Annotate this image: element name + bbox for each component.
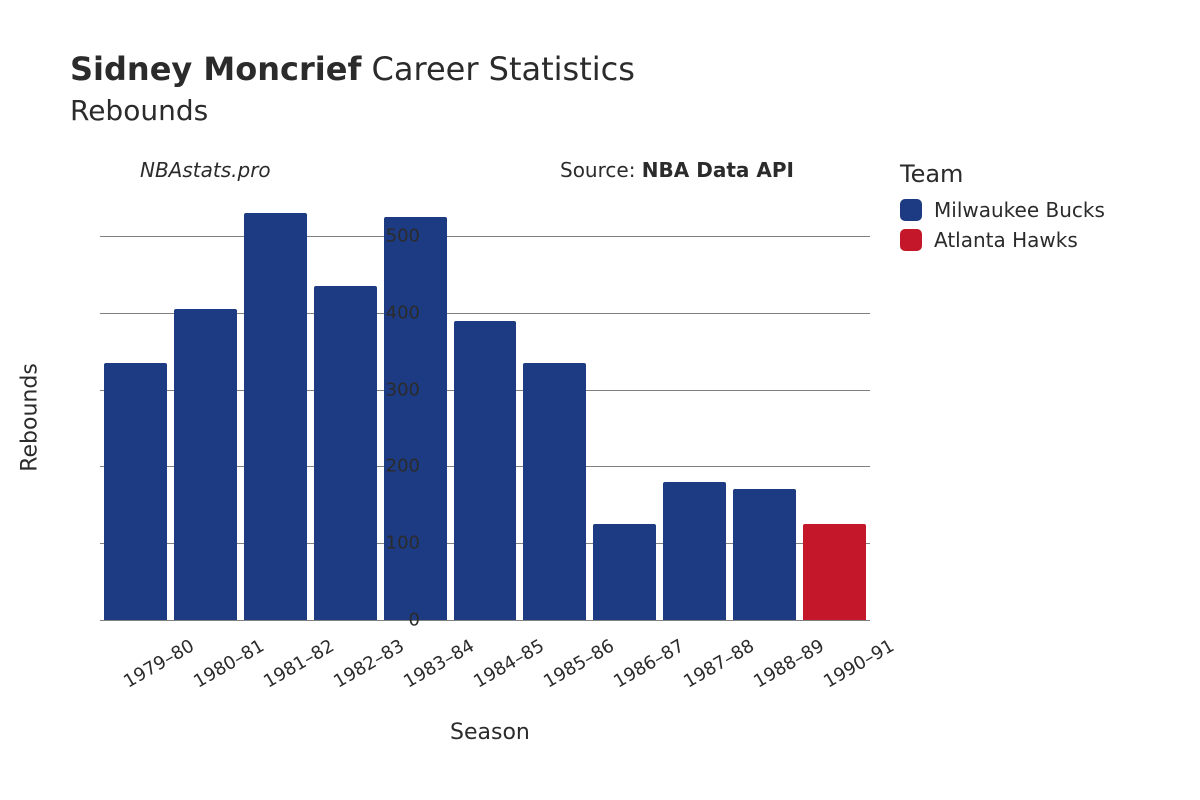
legend-swatch (900, 199, 922, 221)
x-tick-label: 1984–85 (470, 635, 548, 692)
legend-title: Team (900, 160, 1105, 188)
bar (593, 524, 656, 620)
bar (244, 213, 307, 620)
x-tick-label: 1980–81 (191, 635, 269, 692)
bar (803, 524, 866, 620)
bar (384, 217, 447, 620)
legend-item: Atlanta Hawks (900, 228, 1105, 252)
x-tick-label: 1981–82 (260, 635, 338, 692)
y-tick-label: 100 (360, 533, 420, 554)
source-prefix: Source: (560, 158, 642, 182)
legend-swatch (900, 229, 922, 251)
plot-area (100, 190, 870, 620)
legend-label: Atlanta Hawks (934, 228, 1078, 252)
chart-title: Sidney Moncrief Career Statistics Reboun… (70, 50, 635, 127)
x-tick-label: 1982–83 (330, 635, 408, 692)
y-tick-label: 300 (360, 379, 420, 400)
legend-item: Milwaukee Bucks (900, 198, 1105, 222)
y-axis-label: Rebounds (18, 363, 43, 472)
x-axis-label: Season (450, 720, 530, 745)
y-tick-label: 200 (360, 456, 420, 477)
gridline (100, 620, 870, 621)
source-name: NBA Data API (642, 158, 794, 182)
player-name: Sidney Moncrief (70, 50, 361, 88)
bar (104, 363, 167, 620)
bar (733, 489, 796, 620)
title-line-1: Sidney Moncrief Career Statistics (70, 50, 635, 88)
legend: Team Milwaukee Bucks Atlanta Hawks (900, 160, 1105, 258)
x-tick-label: 1979–80 (121, 635, 199, 692)
stat-name: Rebounds (70, 94, 635, 127)
bar (523, 363, 586, 620)
title-suffix: Career Statistics (372, 50, 635, 88)
bar (663, 482, 726, 620)
bar (314, 286, 377, 620)
x-tick-label: 1986–87 (610, 635, 688, 692)
y-tick-label: 0 (360, 610, 420, 631)
site-attribution: NBAstats.pro (140, 158, 271, 182)
legend-label: Milwaukee Bucks (934, 198, 1105, 222)
x-tick-label: 1983–84 (400, 635, 478, 692)
bar-container (100, 190, 870, 620)
bar (174, 309, 237, 620)
y-tick-label: 400 (360, 302, 420, 323)
y-tick-label: 500 (360, 226, 420, 247)
source-attribution: Source: NBA Data API (560, 158, 794, 182)
x-tick-label: 1990–91 (820, 635, 898, 692)
x-tick-label: 1988–89 (750, 635, 828, 692)
x-tick-label: 1987–88 (680, 635, 758, 692)
x-tick-label: 1985–86 (540, 635, 618, 692)
bar (454, 321, 517, 620)
